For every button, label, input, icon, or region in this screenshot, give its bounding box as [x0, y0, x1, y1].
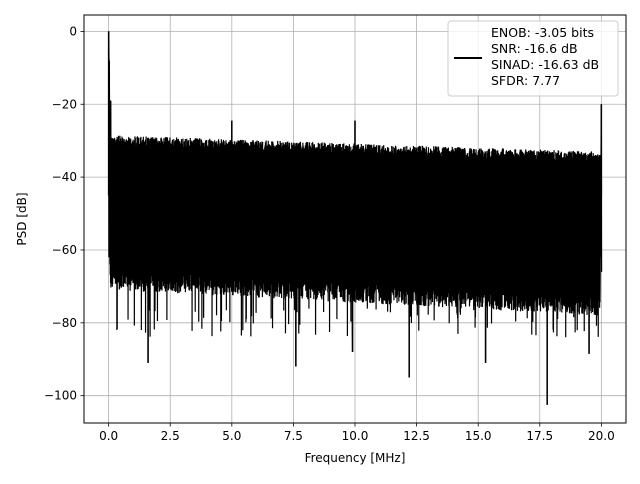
- legend-entry-enob: ENOB: -3.05 bits: [491, 25, 594, 40]
- legend: ENOB: -3.05 bits SNR: -16.6 dB SINAD: -1…: [447, 20, 619, 97]
- y-tick-label: −20: [52, 97, 77, 111]
- y-tick-label: −80: [52, 316, 77, 330]
- y-tick-label: −100: [44, 389, 77, 403]
- x-tick-label: 12.5: [403, 429, 430, 443]
- y-axis-label: PSD [dB]: [15, 192, 29, 245]
- legend-entry-sfdr: SFDR: 7.77: [491, 73, 560, 88]
- x-tick-label: 15.0: [465, 429, 492, 443]
- legend-box: [447, 20, 619, 97]
- x-tick-label: 7.5: [284, 429, 303, 443]
- y-tick-label: −40: [52, 170, 77, 184]
- y-tick-label: −60: [52, 243, 77, 257]
- x-tick-label: 2.5: [161, 429, 180, 443]
- psd-series-line: [108, 31, 603, 405]
- x-tick-label: 17.5: [526, 429, 553, 443]
- x-tick-label: 0.0: [99, 429, 118, 443]
- x-tick-label: 10.0: [342, 429, 369, 443]
- legend-entry-sinad: SINAD: -16.63 dB: [491, 57, 599, 72]
- x-tick-label: 20.0: [588, 429, 615, 443]
- plot-area: [107, 31, 603, 405]
- ticks: 0.0 2.5 5.0 7.5 10.0 12.5 15.0 17.5 20.0 0 −20 −40 −…: [44, 24, 615, 443]
- x-tick-label: 5.0: [222, 429, 241, 443]
- legend-entry-snr: SNR: -16.6 dB: [491, 41, 578, 56]
- x-axis-label: Frequency [MHz]: [305, 451, 406, 465]
- y-tick-label: 0: [69, 24, 77, 38]
